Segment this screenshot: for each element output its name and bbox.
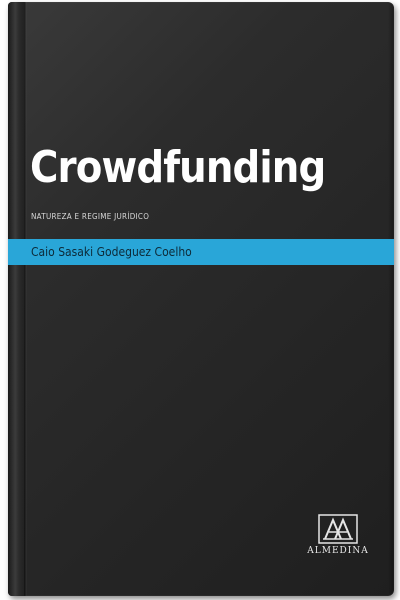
book-title: Crowdfunding [30, 142, 326, 193]
book-author: Caio Sasaki Godeguez Coelho [31, 245, 192, 259]
publisher-name: ALMEDINA [307, 546, 369, 556]
publisher-block: ALMEDINA [298, 514, 378, 556]
spine-groove [24, 2, 27, 596]
author-band [8, 239, 394, 265]
book-subtitle: NATUREZA E REGIME JURÍDICO [31, 212, 150, 221]
book-cover: Crowdfunding NATUREZA E REGIME JURÍDICO … [8, 2, 394, 596]
book-spine [8, 2, 24, 596]
almedina-logo-icon [318, 514, 358, 544]
cover-edge-shade [388, 2, 394, 596]
